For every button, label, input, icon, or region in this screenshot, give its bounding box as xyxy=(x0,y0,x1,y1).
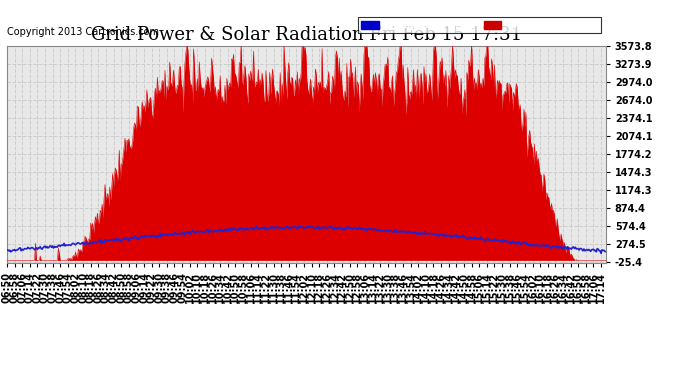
Text: Copyright 2013 Cartronics.com: Copyright 2013 Cartronics.com xyxy=(7,27,159,37)
Title: Grid Power & Solar Radiation Fri Feb 15 17:31: Grid Power & Solar Radiation Fri Feb 15 … xyxy=(91,26,522,44)
Legend: Radiation (w/m2), Grid  (AC Watts): Radiation (w/m2), Grid (AC Watts) xyxy=(358,17,601,33)
